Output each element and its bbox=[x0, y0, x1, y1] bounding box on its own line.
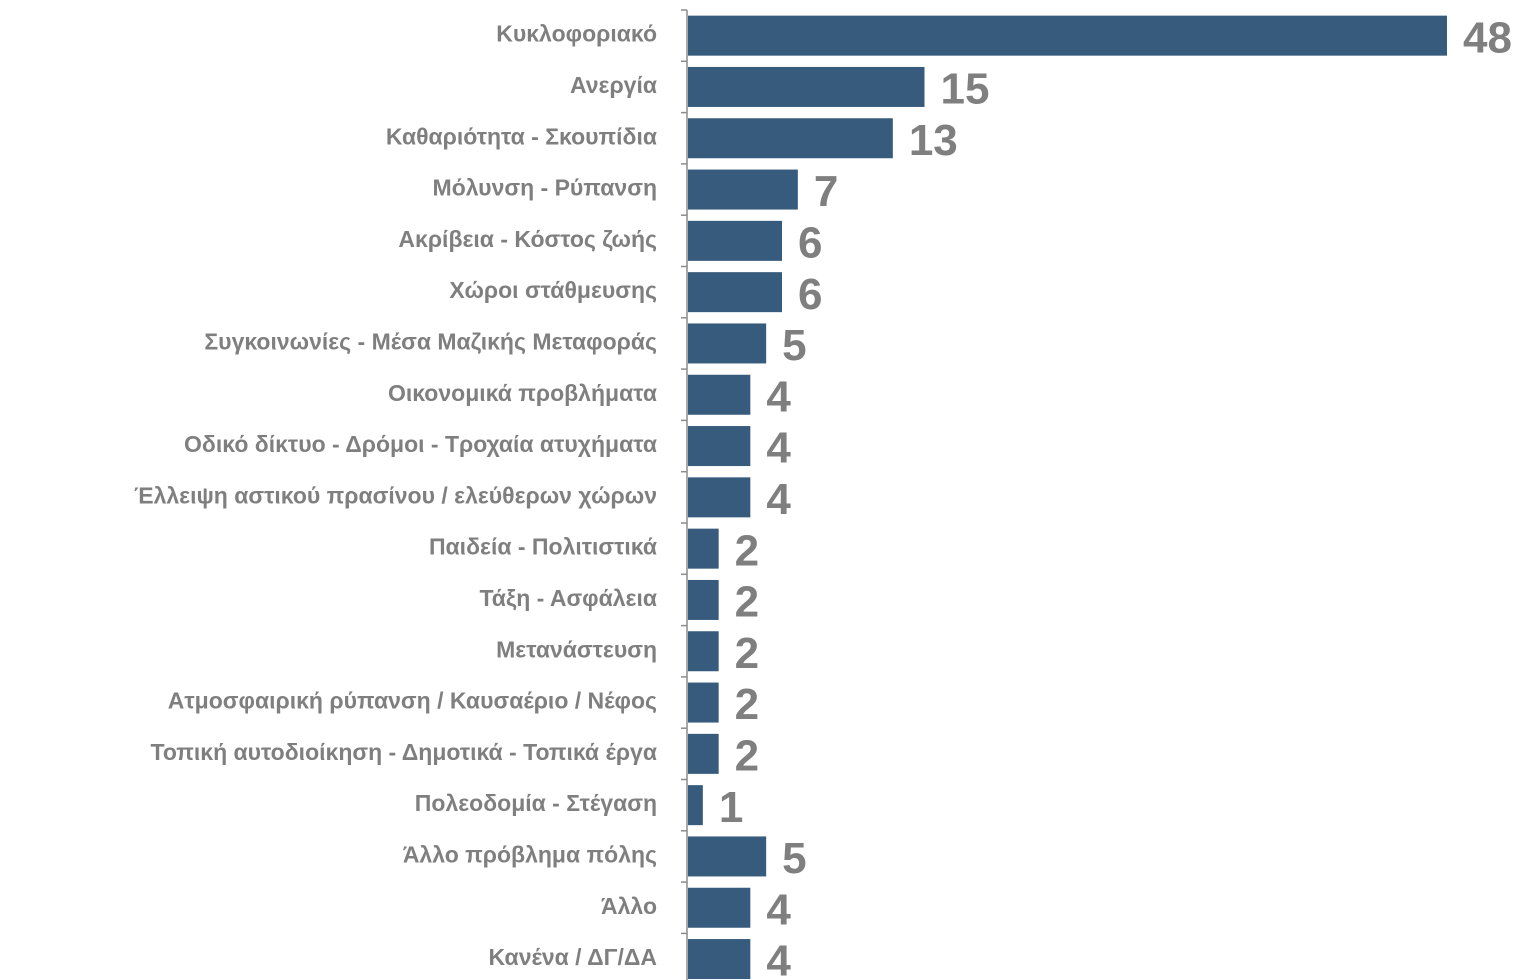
value-label: 13 bbox=[909, 116, 958, 165]
value-label: 4 bbox=[766, 885, 791, 934]
category-label: Κανένα / ΔΓ/ΔΑ bbox=[488, 944, 657, 970]
bar bbox=[688, 939, 751, 980]
bar bbox=[688, 528, 719, 569]
category-label: Κυκλοφοριακό bbox=[496, 21, 657, 47]
bar bbox=[688, 477, 751, 518]
bar bbox=[688, 682, 719, 723]
bar bbox=[688, 631, 719, 672]
bar bbox=[688, 579, 719, 620]
value-label: 1 bbox=[719, 783, 743, 832]
category-label: Οικονομικά προβλήματα bbox=[388, 380, 657, 406]
value-label: 2 bbox=[735, 731, 759, 780]
value-label: 48 bbox=[1463, 13, 1512, 62]
bar bbox=[688, 733, 719, 774]
bar bbox=[688, 66, 925, 107]
value-label: 5 bbox=[782, 321, 806, 370]
category-label: Παιδεία - Πολιτιστικά bbox=[429, 534, 657, 560]
bar bbox=[688, 785, 703, 826]
category-label: Έλλειψη αστικού πρασίνου / ελεύθερων χώρ… bbox=[134, 482, 657, 508]
value-label: 2 bbox=[735, 578, 759, 627]
value-label: 6 bbox=[798, 218, 822, 267]
category-label: Ανεργία bbox=[570, 72, 657, 98]
value-label: 6 bbox=[798, 270, 822, 319]
bar bbox=[688, 887, 751, 928]
bar bbox=[688, 220, 782, 261]
category-label: Άλλο bbox=[601, 893, 657, 919]
value-label: 4 bbox=[766, 937, 791, 980]
category-label: Ατμοσφαιρική ρύπανση / Καυσαέριο / Νέφος bbox=[168, 688, 657, 714]
value-label: 4 bbox=[766, 372, 791, 421]
category-label: Ακρίβεια - Κόστος ζωής bbox=[398, 226, 657, 252]
bar bbox=[688, 426, 751, 467]
category-label: Τοπική αυτοδιοίκηση - Δημοτικά - Τοπικά … bbox=[151, 739, 657, 765]
value-label: 5 bbox=[782, 834, 806, 883]
bar bbox=[688, 118, 893, 159]
category-label: Οδικό δίκτυο - Δρόμοι - Τροχαία ατυχήματ… bbox=[184, 431, 657, 457]
category-label: Συγκοινωνίες - Μέσα Μαζικής Μεταφοράς bbox=[204, 329, 657, 355]
bar bbox=[688, 323, 767, 364]
value-label: 4 bbox=[766, 475, 791, 524]
value-label: 15 bbox=[941, 65, 990, 114]
value-label: 2 bbox=[735, 629, 759, 678]
bar bbox=[688, 15, 1447, 56]
category-label: Άλλο πρόβλημα πόλης bbox=[403, 842, 657, 868]
value-label: 4 bbox=[766, 424, 791, 473]
bar bbox=[688, 374, 751, 415]
value-label: 7 bbox=[814, 167, 838, 216]
category-label: Μόλυνση - Ρύπανση bbox=[433, 175, 657, 201]
value-label: 2 bbox=[735, 680, 759, 729]
category-label: Καθαριότητα - Σκουπίδια bbox=[386, 123, 657, 149]
bar bbox=[688, 272, 782, 313]
bar bbox=[688, 836, 767, 877]
category-label: Τάξη - Ασφάλεια bbox=[479, 585, 657, 611]
category-label: Μετανάστευση bbox=[496, 636, 657, 662]
bar bbox=[688, 169, 798, 210]
category-label: Πολεοδομία - Στέγαση bbox=[415, 790, 657, 816]
value-label: 2 bbox=[735, 526, 759, 575]
category-label: Χώροι στάθμευσης bbox=[449, 277, 657, 303]
